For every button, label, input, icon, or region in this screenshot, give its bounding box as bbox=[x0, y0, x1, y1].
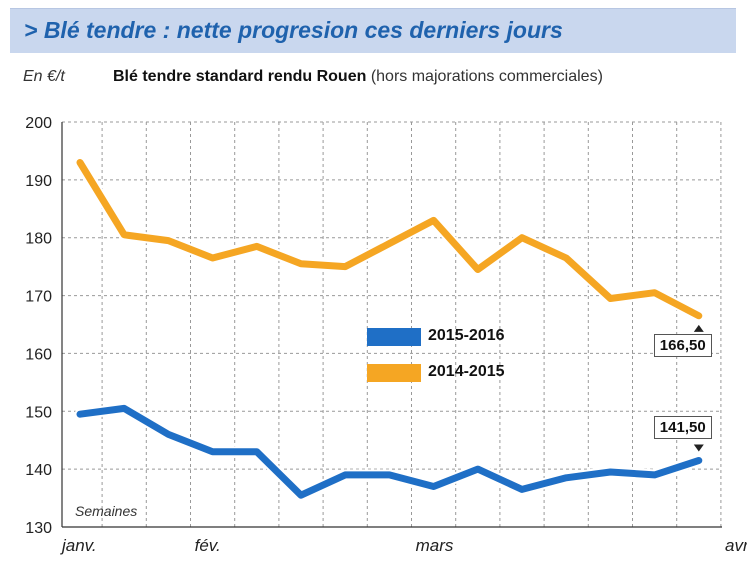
x-tick-label-fv: fév. bbox=[195, 536, 221, 555]
x-tick-label-mars: mars bbox=[416, 536, 454, 555]
y-tick-label-130: 130 bbox=[25, 520, 52, 537]
y-tick-label-190: 190 bbox=[25, 173, 52, 190]
chart-title: > Blé tendre : nette progresion ces dern… bbox=[24, 17, 563, 43]
legend-label-2015-2016: 2015-2016 bbox=[428, 327, 505, 344]
plot-area bbox=[62, 122, 722, 527]
legend-swatch-2014-2015 bbox=[367, 364, 421, 382]
y-tick-label-150: 150 bbox=[25, 404, 52, 421]
y-tick-label-200: 200 bbox=[25, 115, 52, 132]
y-tick-label-170: 170 bbox=[25, 289, 52, 306]
callout-166-50: 166,50 bbox=[653, 333, 712, 357]
legend-swatch-2015-2016 bbox=[367, 328, 421, 346]
y-tick-label-140: 140 bbox=[25, 462, 52, 479]
callout-arrow-down bbox=[693, 444, 704, 452]
subtitle-note: (hors majorations commerciales) bbox=[370, 68, 603, 85]
title-bar: > Blé tendre : nette progresion ces dern… bbox=[10, 8, 736, 53]
callout-arrow-up bbox=[693, 324, 704, 332]
callout-141-50: 141,50 bbox=[653, 416, 712, 440]
y-axis-unit-label: En €/t bbox=[23, 68, 65, 85]
y-tick-label-180: 180 bbox=[25, 231, 52, 248]
x-axis-label: Semaines bbox=[75, 503, 138, 519]
y-tick-label-160: 160 bbox=[25, 346, 52, 363]
subtitle-main: Blé tendre standard rendu Rouen bbox=[113, 68, 367, 85]
x-tick-label-avril: avril bbox=[725, 536, 747, 555]
x-tick-label-janv: janv. bbox=[60, 536, 97, 555]
chart-subtitle: Blé tendre standard rendu Rouen (hors ma… bbox=[113, 68, 603, 86]
legend-label-2014-2015: 2014-2015 bbox=[428, 363, 505, 380]
